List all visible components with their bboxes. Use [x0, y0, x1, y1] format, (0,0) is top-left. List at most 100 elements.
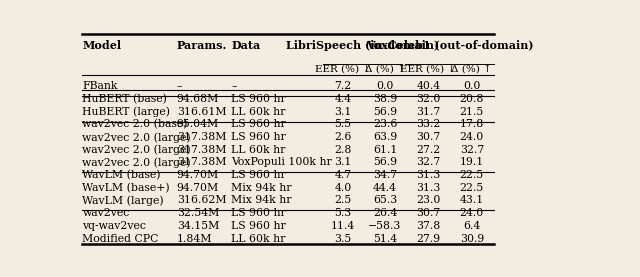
Text: 32.54M: 32.54M	[177, 208, 219, 218]
Text: 2.5: 2.5	[334, 196, 351, 206]
Text: Params.: Params.	[177, 40, 227, 51]
Text: 316.61M: 316.61M	[177, 107, 227, 117]
Text: 34.15M: 34.15M	[177, 221, 219, 231]
Text: 20.8: 20.8	[460, 94, 484, 104]
Text: wav2vec 2.0 (large): wav2vec 2.0 (large)	[83, 132, 191, 143]
Text: 316.62M: 316.62M	[177, 196, 227, 206]
Text: 1.84M: 1.84M	[177, 234, 212, 243]
Text: LL 60k hr: LL 60k hr	[231, 107, 285, 117]
Text: 24.0: 24.0	[460, 208, 484, 218]
Text: Data: Data	[231, 40, 260, 51]
Text: 24.0: 24.0	[460, 132, 484, 142]
Text: 5.3: 5.3	[334, 208, 351, 218]
Text: 30.7: 30.7	[416, 208, 440, 218]
Text: 32.0: 32.0	[416, 94, 440, 104]
Text: 32.7: 32.7	[416, 157, 440, 167]
Text: Δ (%) ↑: Δ (%) ↑	[365, 64, 406, 73]
Text: 317.38M: 317.38M	[177, 132, 226, 142]
Text: 27.2: 27.2	[416, 145, 440, 155]
Text: 7.2: 7.2	[334, 81, 351, 91]
Text: 4.4: 4.4	[334, 94, 351, 104]
Text: 43.1: 43.1	[460, 196, 484, 206]
Text: 0.0: 0.0	[463, 81, 481, 91]
Text: 63.9: 63.9	[373, 132, 397, 142]
Text: 22.5: 22.5	[460, 183, 484, 193]
Text: 44.4: 44.4	[373, 183, 397, 193]
Text: 65.3: 65.3	[373, 196, 397, 206]
Text: 317.38M: 317.38M	[177, 145, 226, 155]
Text: VoxPopuli 100k hr: VoxPopuli 100k hr	[231, 157, 332, 167]
Text: 94.68M: 94.68M	[177, 94, 219, 104]
Text: 31.7: 31.7	[416, 107, 440, 117]
Text: 11.4: 11.4	[331, 221, 355, 231]
Text: 2.8: 2.8	[334, 145, 351, 155]
Text: 0.0: 0.0	[376, 81, 394, 91]
Text: 33.2: 33.2	[416, 119, 440, 129]
Text: HuBERT (base): HuBERT (base)	[83, 94, 167, 104]
Text: wav2vec: wav2vec	[83, 208, 130, 218]
Text: 56.9: 56.9	[373, 157, 397, 167]
Text: LS 960 hr: LS 960 hr	[231, 132, 286, 142]
Text: 51.4: 51.4	[373, 234, 397, 243]
Text: EER (%) ↓: EER (%) ↓	[315, 64, 371, 73]
Text: 317.38M: 317.38M	[177, 157, 226, 167]
Text: 3.1: 3.1	[334, 107, 351, 117]
Text: LL 60k hr: LL 60k hr	[231, 145, 285, 155]
Text: VoxCeleb1 (out-of-domain): VoxCeleb1 (out-of-domain)	[366, 40, 533, 51]
Text: –: –	[177, 81, 182, 91]
Text: 94.70M: 94.70M	[177, 183, 219, 193]
Text: FBank: FBank	[83, 81, 118, 91]
Text: 34.7: 34.7	[373, 170, 397, 180]
Text: 3.1: 3.1	[334, 157, 351, 167]
Text: 4.0: 4.0	[334, 183, 351, 193]
Text: 27.9: 27.9	[417, 234, 440, 243]
Text: LS 960 hr: LS 960 hr	[231, 221, 286, 231]
Text: 26.4: 26.4	[373, 208, 397, 218]
Text: WavLM (large): WavLM (large)	[83, 196, 164, 206]
Text: 38.9: 38.9	[373, 94, 397, 104]
Text: WavLM (base): WavLM (base)	[83, 170, 161, 180]
Text: WavLM (base+): WavLM (base+)	[83, 183, 170, 193]
Text: vq-wav2vec: vq-wav2vec	[83, 221, 147, 231]
Text: HuBERT (large): HuBERT (large)	[83, 107, 170, 117]
Text: Modified CPC: Modified CPC	[83, 234, 159, 243]
Text: Model: Model	[83, 40, 122, 51]
Text: 37.8: 37.8	[416, 221, 440, 231]
Text: −58.3: −58.3	[369, 221, 402, 231]
Text: 3.5: 3.5	[334, 234, 351, 243]
Text: wav2vec 2.0 (base): wav2vec 2.0 (base)	[83, 119, 188, 130]
Text: 30.9: 30.9	[460, 234, 484, 243]
Text: 31.3: 31.3	[416, 170, 440, 180]
Text: 30.7: 30.7	[416, 132, 440, 142]
Text: 19.1: 19.1	[460, 157, 484, 167]
Text: 94.70M: 94.70M	[177, 170, 219, 180]
Text: 23.6: 23.6	[373, 119, 397, 129]
Text: LS 960 hr: LS 960 hr	[231, 119, 286, 129]
Text: 4.7: 4.7	[334, 170, 351, 180]
Text: wav2vec 2.0 (large): wav2vec 2.0 (large)	[83, 145, 191, 155]
Text: 40.4: 40.4	[417, 81, 440, 91]
Text: EER (%) ↓: EER (%) ↓	[401, 64, 456, 73]
Text: 32.7: 32.7	[460, 145, 484, 155]
Text: Mix 94k hr: Mix 94k hr	[231, 183, 292, 193]
Text: 23.0: 23.0	[416, 196, 440, 206]
Text: wav2vec 2.0 (large): wav2vec 2.0 (large)	[83, 157, 191, 168]
Text: Δ (%) ↑: Δ (%) ↑	[451, 64, 492, 73]
Text: LS 960 hr: LS 960 hr	[231, 94, 286, 104]
Text: 17.8: 17.8	[460, 119, 484, 129]
Text: 2.6: 2.6	[334, 132, 351, 142]
Text: 5.5: 5.5	[334, 119, 351, 129]
Text: –: –	[231, 81, 237, 91]
Text: 95.04M: 95.04M	[177, 119, 219, 129]
Text: LibriSpeech (in-domain): LibriSpeech (in-domain)	[286, 40, 439, 51]
Text: 56.9: 56.9	[373, 107, 397, 117]
Text: LS 960 hr: LS 960 hr	[231, 208, 286, 218]
Text: Mix 94k hr: Mix 94k hr	[231, 196, 292, 206]
Text: 21.5: 21.5	[460, 107, 484, 117]
Text: 6.4: 6.4	[463, 221, 481, 231]
Text: LS 960 hr: LS 960 hr	[231, 170, 286, 180]
Text: 61.1: 61.1	[373, 145, 397, 155]
Text: LL 60k hr: LL 60k hr	[231, 234, 285, 243]
Text: 31.3: 31.3	[416, 183, 440, 193]
Text: 22.5: 22.5	[460, 170, 484, 180]
